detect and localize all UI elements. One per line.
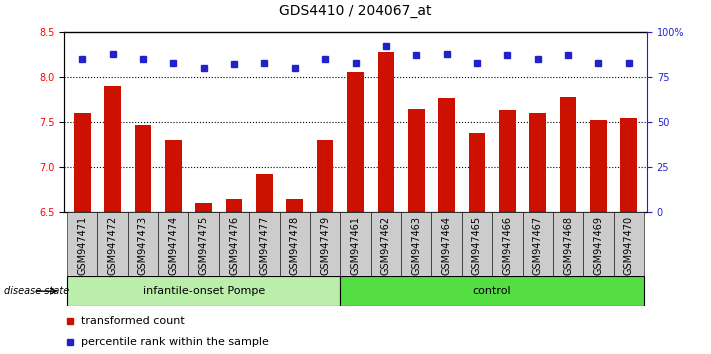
Bar	[560, 97, 577, 212]
Text: GSM947463: GSM947463	[411, 216, 421, 275]
Bar	[256, 173, 273, 212]
Text: GSM947464: GSM947464	[442, 216, 451, 275]
Bar	[621, 118, 637, 212]
Bar	[438, 98, 455, 212]
Bar	[347, 73, 364, 212]
Bar	[219, 212, 250, 276]
Bar	[196, 203, 212, 212]
Text: GSM947470: GSM947470	[624, 216, 634, 275]
Text: GSM947476: GSM947476	[229, 216, 239, 275]
Text: GSM947478: GSM947478	[290, 216, 300, 275]
Bar	[553, 212, 583, 276]
Bar	[523, 212, 553, 276]
Bar	[461, 212, 492, 276]
Bar	[158, 212, 188, 276]
Bar	[530, 113, 546, 212]
Bar	[134, 125, 151, 212]
Bar	[317, 140, 333, 212]
Text: GSM947471: GSM947471	[77, 216, 87, 275]
Text: GSM947462: GSM947462	[381, 216, 391, 275]
Bar	[97, 212, 128, 276]
Bar	[432, 212, 461, 276]
Bar	[341, 212, 370, 276]
Bar	[67, 276, 341, 306]
Text: GSM947466: GSM947466	[503, 216, 513, 275]
Text: GSM947475: GSM947475	[198, 216, 208, 275]
Text: GDS4410 / 204067_at: GDS4410 / 204067_at	[279, 4, 432, 18]
Text: infantile-onset Pompe: infantile-onset Pompe	[142, 286, 264, 296]
Text: GSM947473: GSM947473	[138, 216, 148, 275]
Text: GSM947477: GSM947477	[260, 216, 269, 275]
Text: GSM947468: GSM947468	[563, 216, 573, 275]
Bar	[590, 120, 606, 212]
Bar	[287, 199, 303, 212]
Bar	[469, 133, 486, 212]
Bar	[128, 212, 158, 276]
Bar	[408, 109, 424, 212]
Bar	[614, 212, 644, 276]
Bar	[492, 212, 523, 276]
Bar	[499, 110, 515, 212]
Bar	[105, 86, 121, 212]
Bar	[250, 212, 279, 276]
Bar	[401, 212, 432, 276]
Text: GSM947461: GSM947461	[351, 216, 360, 275]
Text: GSM947479: GSM947479	[320, 216, 330, 275]
Bar	[370, 212, 401, 276]
Text: GSM947465: GSM947465	[472, 216, 482, 275]
Text: GSM947467: GSM947467	[533, 216, 542, 275]
Bar	[67, 212, 97, 276]
Bar	[378, 52, 394, 212]
Bar	[583, 212, 614, 276]
Bar	[225, 199, 242, 212]
Text: GSM947469: GSM947469	[594, 216, 604, 275]
Text: GSM947474: GSM947474	[169, 216, 178, 275]
Text: disease state: disease state	[4, 286, 69, 296]
Text: GSM947472: GSM947472	[107, 216, 117, 275]
Text: percentile rank within the sample: percentile rank within the sample	[82, 337, 269, 347]
Bar	[341, 276, 644, 306]
Bar	[165, 140, 181, 212]
Bar	[279, 212, 310, 276]
Bar	[310, 212, 341, 276]
Bar	[74, 113, 90, 212]
Text: control: control	[473, 286, 511, 296]
Bar	[188, 212, 219, 276]
Text: transformed count: transformed count	[82, 316, 186, 326]
